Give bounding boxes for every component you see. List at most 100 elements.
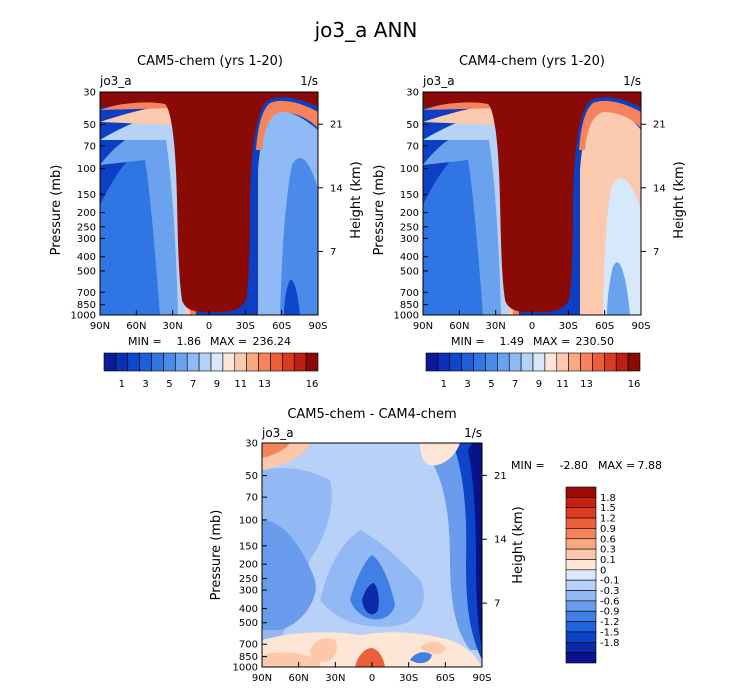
colorbar-swatch <box>565 559 597 571</box>
band-light-blue-left <box>423 128 508 315</box>
colorbar-swatch <box>520 352 534 372</box>
x-tick-label: 90S <box>472 673 491 684</box>
colorbar-swatch <box>615 352 629 372</box>
contour-field <box>100 92 318 315</box>
y-tick-label: 500 <box>239 618 258 629</box>
x-tick-label: 30S <box>236 321 255 332</box>
colorbar-swatch <box>103 352 117 372</box>
colorbar-label: 3 <box>142 379 148 390</box>
min-label: MIN = <box>128 335 162 348</box>
y-tick-label: 850 <box>77 300 96 311</box>
height-tick-label: 14 <box>330 183 343 194</box>
min-value: 1.49 <box>500 335 525 348</box>
colorbar-label: 1.5 <box>600 503 616 514</box>
x-tick-label: 0 <box>206 321 212 332</box>
colorbar-swatch <box>565 590 597 602</box>
band-max-core <box>100 92 318 313</box>
height-tick-labels: 21 14 7 <box>482 471 507 610</box>
band-dark-core <box>362 583 379 615</box>
max-value: 236.24 <box>253 335 292 348</box>
units-label: 1/s <box>300 74 318 88</box>
colorbar-swatch <box>210 352 224 372</box>
colorbar-label: 16 <box>306 379 319 390</box>
colorbar-swatch <box>508 352 522 372</box>
y-tick-label: 500 <box>77 266 96 277</box>
colorbar-swatch <box>565 507 597 519</box>
max-label: MAX = <box>533 335 570 348</box>
colorbar-label: 0.1 <box>600 555 616 566</box>
colorbar-swatch <box>565 569 597 581</box>
height-tick-labels: 21 14 7 <box>318 120 343 258</box>
colorbar-swatch <box>568 352 581 372</box>
y-tick-label: 700 <box>400 288 419 299</box>
colorbar-swatch <box>151 352 164 372</box>
colorbar-swatch <box>186 352 200 372</box>
band-pale-blue-left <box>423 113 513 315</box>
colorbar-swatch <box>565 548 597 560</box>
y-tick-label: 200 <box>400 208 419 219</box>
colorbar-label: 1.8 <box>600 493 616 504</box>
x-tick-label: 60S <box>272 321 291 332</box>
height-tick-label: 14 <box>653 183 666 194</box>
colorbar-label: 9 <box>536 379 542 390</box>
colorbar-label: 13 <box>258 379 271 390</box>
x-tick-labels: 90N 60N 30N 0 30S 60S 90S <box>252 662 492 684</box>
colorbar-label: 1.2 <box>600 514 616 525</box>
y-tick-label: 850 <box>400 300 419 311</box>
colorbar-swatch <box>565 579 597 591</box>
height-tick-label: 14 <box>494 535 507 546</box>
colorbar-label: 5 <box>166 379 172 390</box>
y-tick-label: 70 <box>406 141 419 152</box>
colorbar-label: -0.9 <box>600 607 620 618</box>
pressure-axis-label: Pressure (mb) <box>209 510 224 601</box>
x-tick-label: 30S <box>399 673 418 684</box>
colorbar-label: 0.9 <box>600 524 616 535</box>
band-peach-bottom-right <box>420 642 446 654</box>
colorbar-swatch <box>293 352 307 372</box>
y-tick-label: 300 <box>239 586 258 597</box>
colorbar-label: -1.5 <box>600 627 620 638</box>
colorbar-swatch <box>115 352 129 372</box>
band-pale-top-right <box>420 443 460 466</box>
contour-field <box>423 92 641 315</box>
colorbar-swatch <box>234 352 247 372</box>
colorbar: 1 3 5 7 9 11 13 16 <box>103 352 319 390</box>
colorbar-label: 7 <box>190 379 196 390</box>
height-tick-label: 21 <box>330 120 343 131</box>
y-tick-label: 1000 <box>394 311 419 322</box>
colorbar-swatch <box>565 486 597 498</box>
colorbar-swatch <box>565 497 597 509</box>
height-tick-labels: 21 14 7 <box>641 120 666 258</box>
band-peach-bottom-left <box>262 652 320 667</box>
y-tick-label: 100 <box>239 515 258 526</box>
x-tick-label: 30N <box>325 673 345 684</box>
x-tick-label: 30N <box>163 321 183 332</box>
units-label: 1/s <box>623 74 641 88</box>
colorbar-label: 11 <box>556 379 569 390</box>
colorbar-label: 9 <box>214 379 220 390</box>
colorbar-swatch <box>139 352 152 372</box>
pressure-axis-label: Pressure (mb) <box>372 165 387 256</box>
colorbar-label: 13 <box>580 379 593 390</box>
y-tick-label: 300 <box>77 234 96 245</box>
variable-label: jo3_a <box>422 74 455 88</box>
units-label: 1/s <box>464 426 482 440</box>
x-tick-label: 90S <box>308 321 327 332</box>
y-tick-label: 1000 <box>233 663 258 674</box>
min-label: MIN = <box>511 459 545 472</box>
y-tick-label: 30 <box>406 88 419 99</box>
colorbar-label: -0.1 <box>600 576 620 587</box>
panel-cam5: CAM5-chem (yrs 1-20) jo3_a 1/s 305070100… <box>49 54 364 390</box>
min-value: 1.86 <box>177 335 202 348</box>
colorbar-label: 3 <box>464 379 470 390</box>
y-tick-label: 150 <box>400 190 419 201</box>
y-tick-label: 70 <box>83 141 96 152</box>
y-tick-label: 400 <box>239 604 258 615</box>
min-value: -2.80 <box>560 459 588 472</box>
figure-title: jo3_a ANN <box>314 18 418 42</box>
colorbar-swatch <box>556 352 569 372</box>
band-orange-top-left <box>262 443 290 458</box>
